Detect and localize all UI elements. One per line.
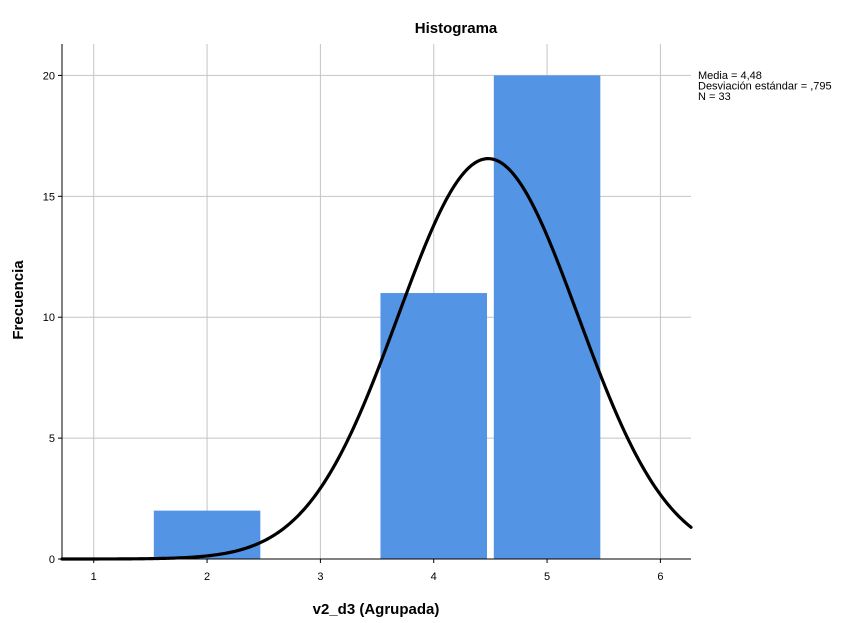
y-tick-label: 10 [43, 312, 55, 324]
bars [153, 75, 601, 560]
x-tick-label: 6 [657, 571, 663, 583]
stats-line: Media = 4,48 [698, 70, 762, 82]
x-tick-label: 5 [544, 571, 550, 583]
y-tick-label: 15 [43, 191, 55, 203]
normal-curve [60, 157, 693, 561]
y-tick-label: 5 [49, 433, 55, 445]
histogram-bar [493, 75, 601, 560]
y-tick-label: 0 [49, 554, 55, 566]
x-tick-label: 2 [204, 571, 210, 583]
axes [58, 44, 691, 563]
x-axis-label: v2_d3 (Agrupada) [313, 601, 440, 618]
x-tick-label: 4 [431, 571, 437, 583]
stats-line: Desviación estándar = ,795 [698, 81, 832, 93]
y-tick-label: 20 [43, 70, 55, 82]
y-axis-label: Frecuencia [10, 260, 27, 340]
x-tick-label: 1 [91, 571, 97, 583]
y-tick-labels: 0 5 10 15 20 [43, 70, 55, 566]
x-tick-label: 3 [317, 571, 323, 583]
x-tick-labels: 1 2 3 4 5 6 [91, 571, 664, 583]
chart-title: Histograma [415, 20, 498, 37]
stats-line: N = 33 [698, 91, 731, 103]
histogram-bar [153, 510, 261, 559]
histogram-bar [380, 293, 487, 559]
